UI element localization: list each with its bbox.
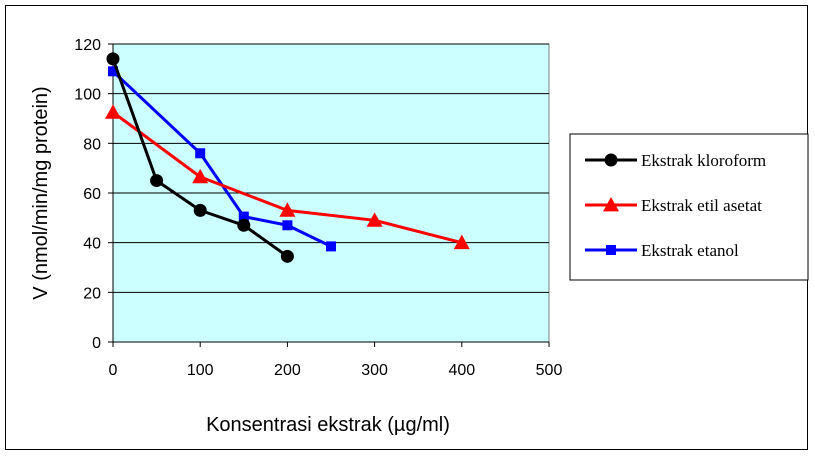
- legend-label: Ekstrak etanol: [641, 241, 739, 260]
- tick-labels: 0 20 40 60 80 100 120 0 100 200 300 400 500: [74, 37, 562, 379]
- series-ekstrak-etil-asetat: [105, 104, 470, 250]
- x-tick-label: 400: [448, 362, 475, 379]
- x-tick-label: 500: [536, 362, 563, 379]
- legend: Ekstrak kloroform Ekstrak etil asetat Ekst…: [569, 133, 809, 281]
- data-point: [237, 218, 251, 232]
- data-point: [193, 203, 207, 217]
- data-point: [192, 168, 209, 184]
- legend-item-ekstrak-etanol: Ekstrak etanol: [585, 241, 739, 260]
- y-axis-title: V (nmol/min/mg protein): [30, 86, 52, 299]
- data-point: [282, 220, 293, 231]
- data-point: [280, 249, 294, 263]
- legend-marker: [606, 245, 616, 255]
- data-point: [195, 148, 206, 159]
- data-point: [366, 212, 383, 227]
- series-ekstrak-kloroform: [106, 52, 294, 263]
- y-tick-label: 40: [83, 236, 101, 253]
- legend-label: Ekstrak etil asetat: [641, 196, 762, 215]
- data-point: [105, 104, 121, 119]
- legend-marker: [603, 197, 619, 212]
- y-tick-label: 120: [74, 37, 101, 54]
- legend-item-ekstrak-kloroform: Ekstrak kloroform: [585, 151, 766, 170]
- y-tick-label: 80: [83, 136, 101, 153]
- x-tick-label: 300: [361, 362, 388, 379]
- series-ekstrak-etanol: [108, 66, 336, 252]
- data-point: [108, 66, 118, 77]
- y-tick-label: 100: [74, 87, 101, 104]
- data-point: [326, 241, 336, 252]
- legend-item-ekstrak-etil-asetat: Ekstrak etil asetat: [585, 196, 762, 215]
- data-point: [150, 174, 164, 188]
- x-tick-label: 0: [109, 362, 118, 379]
- data-point: [106, 52, 120, 66]
- y-tick-label: 0: [92, 335, 101, 352]
- series-layer: [105, 52, 470, 263]
- x-tick-label: 200: [274, 362, 301, 379]
- data-point: [453, 234, 470, 250]
- legend-label: Ekstrak kloroform: [641, 151, 766, 170]
- x-tick-label: 100: [187, 362, 214, 379]
- legend-marker: [604, 153, 618, 167]
- data-point: [279, 202, 296, 217]
- y-tick-label: 60: [83, 186, 101, 203]
- y-tick-label: 20: [83, 285, 101, 302]
- x-axis-title: Konsentrasi ekstrak (µg/ml): [206, 414, 450, 436]
- data-point: [238, 211, 249, 222]
